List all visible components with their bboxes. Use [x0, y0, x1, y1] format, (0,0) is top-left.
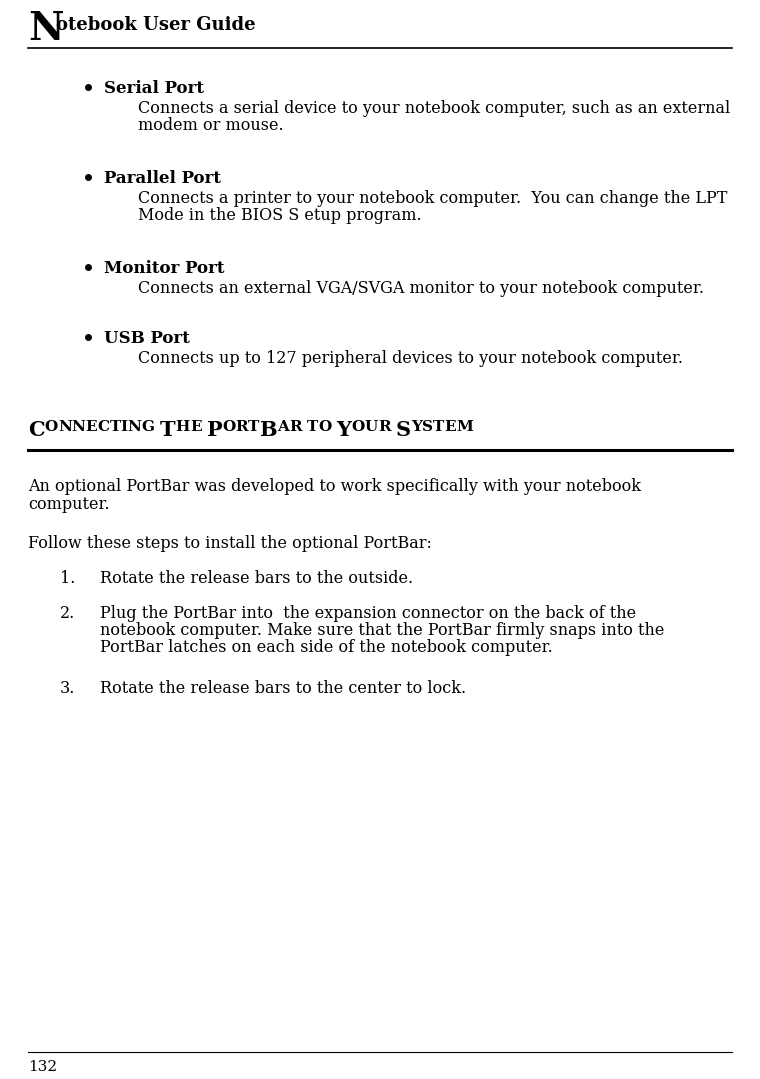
Text: T: T: [160, 420, 176, 440]
Text: C: C: [97, 420, 109, 434]
Text: O: O: [223, 420, 236, 434]
Text: E: E: [445, 420, 456, 434]
Text: 2.: 2.: [60, 605, 75, 622]
Text: notebook computer. Make sure that the PortBar firmly snaps into the: notebook computer. Make sure that the Po…: [100, 622, 664, 639]
Text: Rotate the release bars to the outside.: Rotate the release bars to the outside.: [100, 570, 413, 587]
Text: B: B: [259, 420, 277, 440]
Text: E: E: [190, 420, 201, 434]
Text: computer.: computer.: [28, 496, 109, 513]
Text: Rotate the release bars to the center to lock.: Rotate the release bars to the center to…: [100, 680, 466, 697]
Text: E: E: [86, 420, 97, 434]
Text: Connects an external VGA/SVGA monitor to your notebook computer.: Connects an external VGA/SVGA monitor to…: [138, 279, 704, 297]
Text: O: O: [352, 420, 365, 434]
Text: P: P: [207, 420, 223, 440]
Text: modem or mouse.: modem or mouse.: [138, 117, 283, 134]
Text: T: T: [109, 420, 121, 434]
Text: otebook User Guide: otebook User Guide: [56, 16, 255, 35]
Text: Serial Port: Serial Port: [104, 80, 204, 97]
Text: USB Port: USB Port: [104, 330, 190, 347]
Text: Monitor Port: Monitor Port: [104, 260, 224, 277]
Text: 3.: 3.: [60, 680, 75, 697]
Text: Plug the PortBar into  the expansion connector on the back of the: Plug the PortBar into the expansion conn…: [100, 605, 636, 622]
Text: An optional PortBar was developed to work specifically with your notebook: An optional PortBar was developed to wor…: [28, 478, 641, 495]
Text: N: N: [58, 420, 71, 434]
Text: Y: Y: [411, 420, 422, 434]
Text: S: S: [396, 420, 411, 440]
Text: Follow these steps to install the optional PortBar:: Follow these steps to install the option…: [28, 535, 432, 552]
Text: R: R: [378, 420, 391, 434]
Text: T: T: [307, 420, 318, 434]
Text: T: T: [249, 420, 259, 434]
Text: 132: 132: [28, 1060, 57, 1074]
Text: Connects a serial device to your notebook computer, such as an external: Connects a serial device to your noteboo…: [138, 100, 730, 117]
Text: M: M: [456, 420, 473, 434]
Text: O: O: [45, 420, 58, 434]
Text: Connects up to 127 peripheral devices to your notebook computer.: Connects up to 127 peripheral devices to…: [138, 350, 683, 367]
Text: Connects a printer to your notebook computer.  You can change the LPT: Connects a printer to your notebook comp…: [138, 190, 727, 207]
Text: A: A: [277, 420, 289, 434]
Text: R: R: [236, 420, 249, 434]
Text: Mode in the BIOS S etup program.: Mode in the BIOS S etup program.: [138, 207, 422, 224]
Text: R: R: [289, 420, 302, 434]
Text: N: N: [71, 420, 86, 434]
Text: 1.: 1.: [60, 570, 75, 587]
Text: N: N: [28, 10, 64, 47]
Text: H: H: [176, 420, 190, 434]
Text: T: T: [433, 420, 445, 434]
Text: I: I: [121, 420, 128, 434]
Text: U: U: [365, 420, 378, 434]
Text: Y: Y: [337, 420, 352, 440]
Text: N: N: [128, 420, 141, 434]
Text: Parallel Port: Parallel Port: [104, 170, 221, 187]
Text: PortBar latches on each side of the notebook computer.: PortBar latches on each side of the note…: [100, 639, 553, 656]
Text: O: O: [318, 420, 331, 434]
Text: S: S: [422, 420, 433, 434]
Text: C: C: [28, 420, 45, 440]
Text: G: G: [141, 420, 154, 434]
